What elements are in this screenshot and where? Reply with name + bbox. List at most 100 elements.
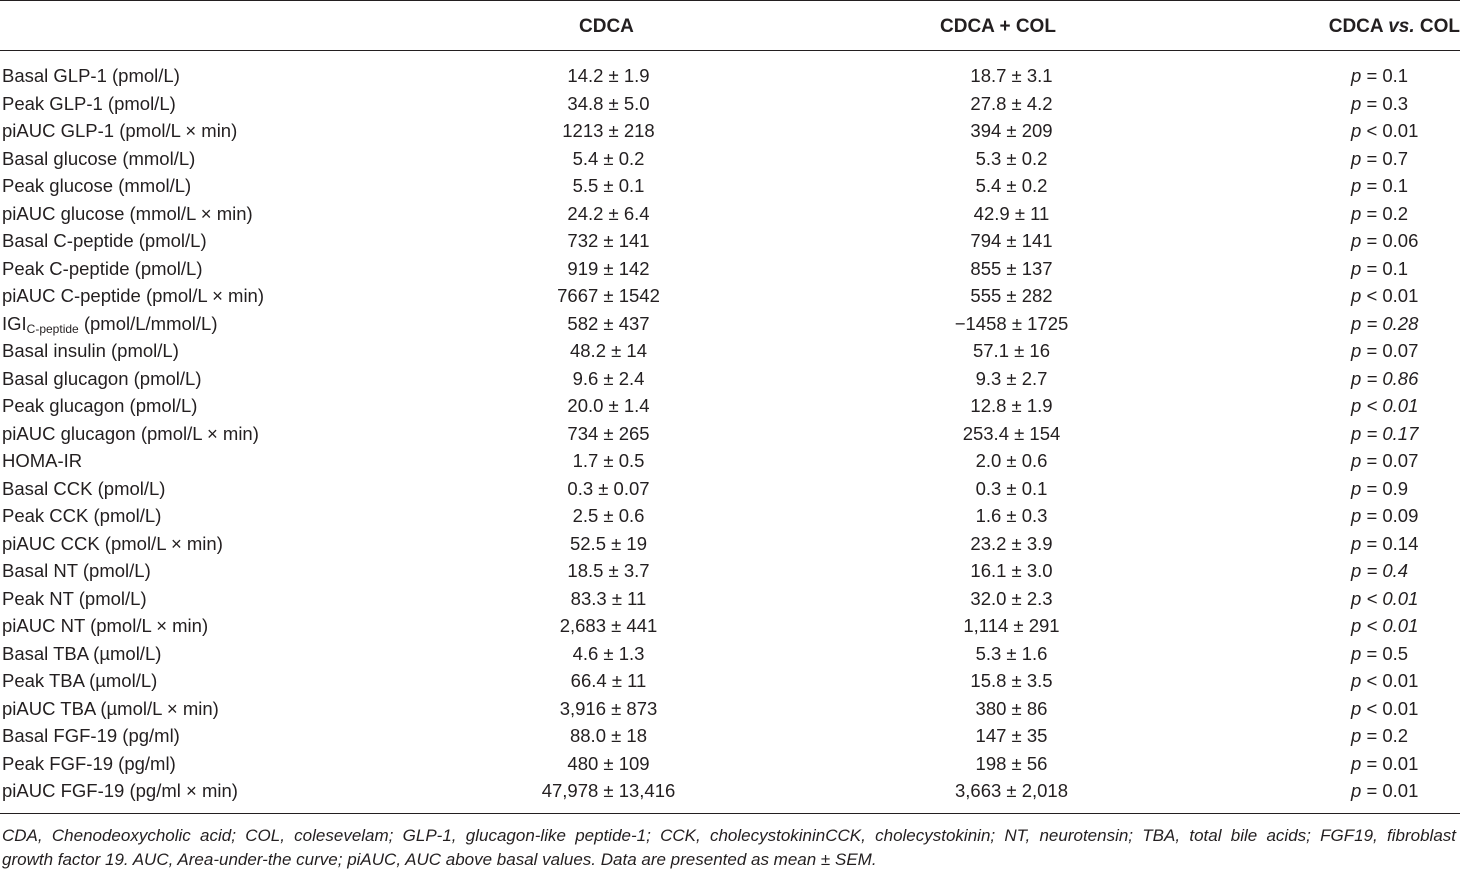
table-row: piAUC FGF-19 (pg/ml × min) 47,978 ± 13,41… [0,777,1460,805]
cell-cdca-col: 3,663 ± 2,018 [954,780,1069,801]
p-letter: p [1351,175,1362,196]
cell-cdca-col: 32.0 ± 2.3 [970,587,1053,609]
cell-cdca-col: 555 ± 282 [970,285,1053,306]
cell-cdca: 0.3 ± 0.07 [567,477,650,499]
p-letter: p [1351,312,1362,334]
p-value-text: = 0.4 [1366,560,1409,581]
p-value-text: = 0.2 [1366,202,1409,224]
row-label: Peak TBA (µmol/L) [2,670,158,691]
row-label: piAUC glucagon (pmol/L × min) [2,422,259,444]
row-label: piAUC FGF-19 (pg/ml × min) [2,780,238,801]
row-label: Basal CCK (pmol/L) [2,477,166,499]
p-value-text: = 0.07 [1366,340,1419,361]
row-label: piAUC C-peptide (pmol/L × min) [2,285,265,306]
cell-cdca-col: 855 ± 137 [970,257,1053,279]
cell-cdca: 5.5 ± 0.1 [572,175,645,196]
p-letter: p [1351,697,1362,719]
p-value-text: = 0.1 [1366,65,1409,86]
table-row: HOMA-IR 1.7 ± 0.5 2.0 ± 0.6 p = 0.07 [0,447,1460,475]
cell-cdca: 7667 ± 1542 [557,285,660,306]
cell-p-value: p = 0.14 [1351,530,1418,558]
p-letter: p [1351,532,1362,554]
cell-cdca-col: 253.4 ± 154 [962,422,1061,444]
row-label: Peak glucagon (pmol/L) [2,395,198,416]
p-letter: p [1351,65,1362,86]
cell-p-value: p = 0.2 [1351,200,1408,228]
cell-cdca-col: 9.3 ± 2.7 [975,367,1048,389]
cell-cdca-col: 15.8 ± 3.5 [970,670,1053,691]
table-header: CDCA CDCA + COL CDCA vs. COL [0,13,1460,41]
cell-p-value: p < 0.01 [1351,117,1418,145]
p-value-text: < 0.01 [1366,615,1419,636]
table-row: Basal NT (pmol/L) 18.5 ± 3.7 16.1 ± 3.0 p =… [0,557,1460,585]
p-value-text: < 0.01 [1366,697,1419,719]
cell-cdca: 3,916 ± 873 [559,697,658,719]
cell-cdca: 47,978 ± 13,416 [541,780,676,801]
table-row: Peak CCK (pmol/L) 2.5 ± 0.6 1.6 ± 0.3 p = 0… [0,502,1460,530]
p-letter: p [1351,285,1362,306]
p-letter: p [1351,395,1362,416]
cell-cdca-col: 12.8 ± 1.9 [970,395,1053,416]
cell-cdca: 52.5 ± 19 [569,532,648,554]
p-value-text: = 0.14 [1366,532,1419,554]
row-label-rest: (pmol/L/mmol/L) [78,312,218,334]
row-label: Peak CCK (pmol/L) [2,505,162,526]
p-value-text: = 0.9 [1366,477,1409,499]
cell-cdca: 2,683 ± 441 [559,615,658,636]
table-row: Peak TBA (µmol/L) 66.4 ± 11 15.8 ± 3.5 p < … [0,667,1460,695]
table-row: Basal FGF-19 (pg/ml) 88.0 ± 18 147 ± 35 p =… [0,722,1460,750]
cell-cdca-col: 394 ± 209 [970,120,1053,141]
p-letter: p [1351,230,1362,251]
cell-p-value: p < 0.01 [1351,282,1418,310]
p-letter: p [1351,505,1362,526]
row-label: Basal FGF-19 (pg/ml) [2,725,180,746]
row-label: piAUC NT (pmol/L × min) [2,615,209,636]
table-top-rule [0,0,1460,1]
p-value-text: < 0.01 [1366,285,1419,306]
header-comparison-suffix: COL [1414,16,1460,37]
p-letter: p [1351,725,1362,746]
table-row: Basal CCK (pmol/L) 0.3 ± 0.07 0.3 ± 0.1 p =… [0,475,1460,503]
cell-p-value: p = 0.3 [1351,90,1408,118]
cell-cdca: 732 ± 141 [567,230,650,251]
row-label: piAUC GLP-1 (pmol/L × min) [2,120,238,141]
cell-cdca: 20.0 ± 1.4 [567,395,650,416]
cell-cdca: 5.4 ± 0.2 [572,147,645,169]
cell-cdca-col: 198 ± 56 [975,752,1048,774]
row-label-main: IGI [2,312,27,334]
cell-p-value: p = 0.01 [1351,750,1418,778]
cell-cdca: 1213 ± 218 [562,120,655,141]
cell-cdca: 1.7 ± 0.5 [572,450,645,471]
cell-cdca-col: 1.6 ± 0.3 [975,505,1048,526]
row-label: piAUC glucose (mmol/L × min) [2,202,253,224]
cell-cdca: 582 ± 437 [567,312,650,334]
table-row: Peak glucagon (pmol/L) 20.0 ± 1.4 12.8 ± 1… [0,392,1460,420]
table-footnote: CDA, Chenodeoxycholic acid; COL, colesev… [2,824,1456,872]
cell-cdca: 14.2 ± 1.9 [567,65,650,86]
table-body: Basal GLP-1 (pmol/L) 14.2 ± 1.9 18.7 ± 3.1… [0,62,1460,805]
p-value-text: < 0.01 [1366,395,1419,416]
p-letter: p [1351,560,1362,581]
table-row: piAUC glucose (mmol/L × min) 24.2 ± 6.4 42… [0,200,1460,228]
cell-p-value: p < 0.01 [1351,667,1418,695]
footnote-line-1: CDA, Chenodeoxycholic acid; COL, colesev… [2,826,1456,845]
cell-cdca: 66.4 ± 11 [570,670,647,691]
row-label: Basal NT (pmol/L) [2,560,151,581]
cell-p-value: p = 0.07 [1351,337,1418,365]
row-label: Peak C-peptide (pmol/L) [2,257,203,279]
p-letter: p [1351,422,1362,444]
p-letter: p [1351,670,1362,691]
cell-cdca: 2.5 ± 0.6 [572,505,645,526]
cell-p-value: p = 0.2 [1351,722,1408,750]
cell-p-value: p = 0.09 [1351,502,1418,530]
p-value-text: = 0.5 [1366,642,1409,664]
table-row: piAUC CCK (pmol/L × min) 52.5 ± 19 23.2 ± … [0,530,1460,558]
cell-p-value: p = 0.86 [1351,365,1418,393]
cell-cdca-col: 5.4 ± 0.2 [975,175,1048,196]
table-bottom-rule [0,813,1460,814]
table-row: piAUC glucagon (pmol/L × min) 734 ± 265 25… [0,420,1460,448]
cell-p-value: p = 0.17 [1351,420,1418,448]
cell-cdca-col: 147 ± 35 [975,725,1048,746]
p-letter: p [1351,450,1362,471]
table-row: Basal GLP-1 (pmol/L) 14.2 ± 1.9 18.7 ± 3.1… [0,62,1460,90]
